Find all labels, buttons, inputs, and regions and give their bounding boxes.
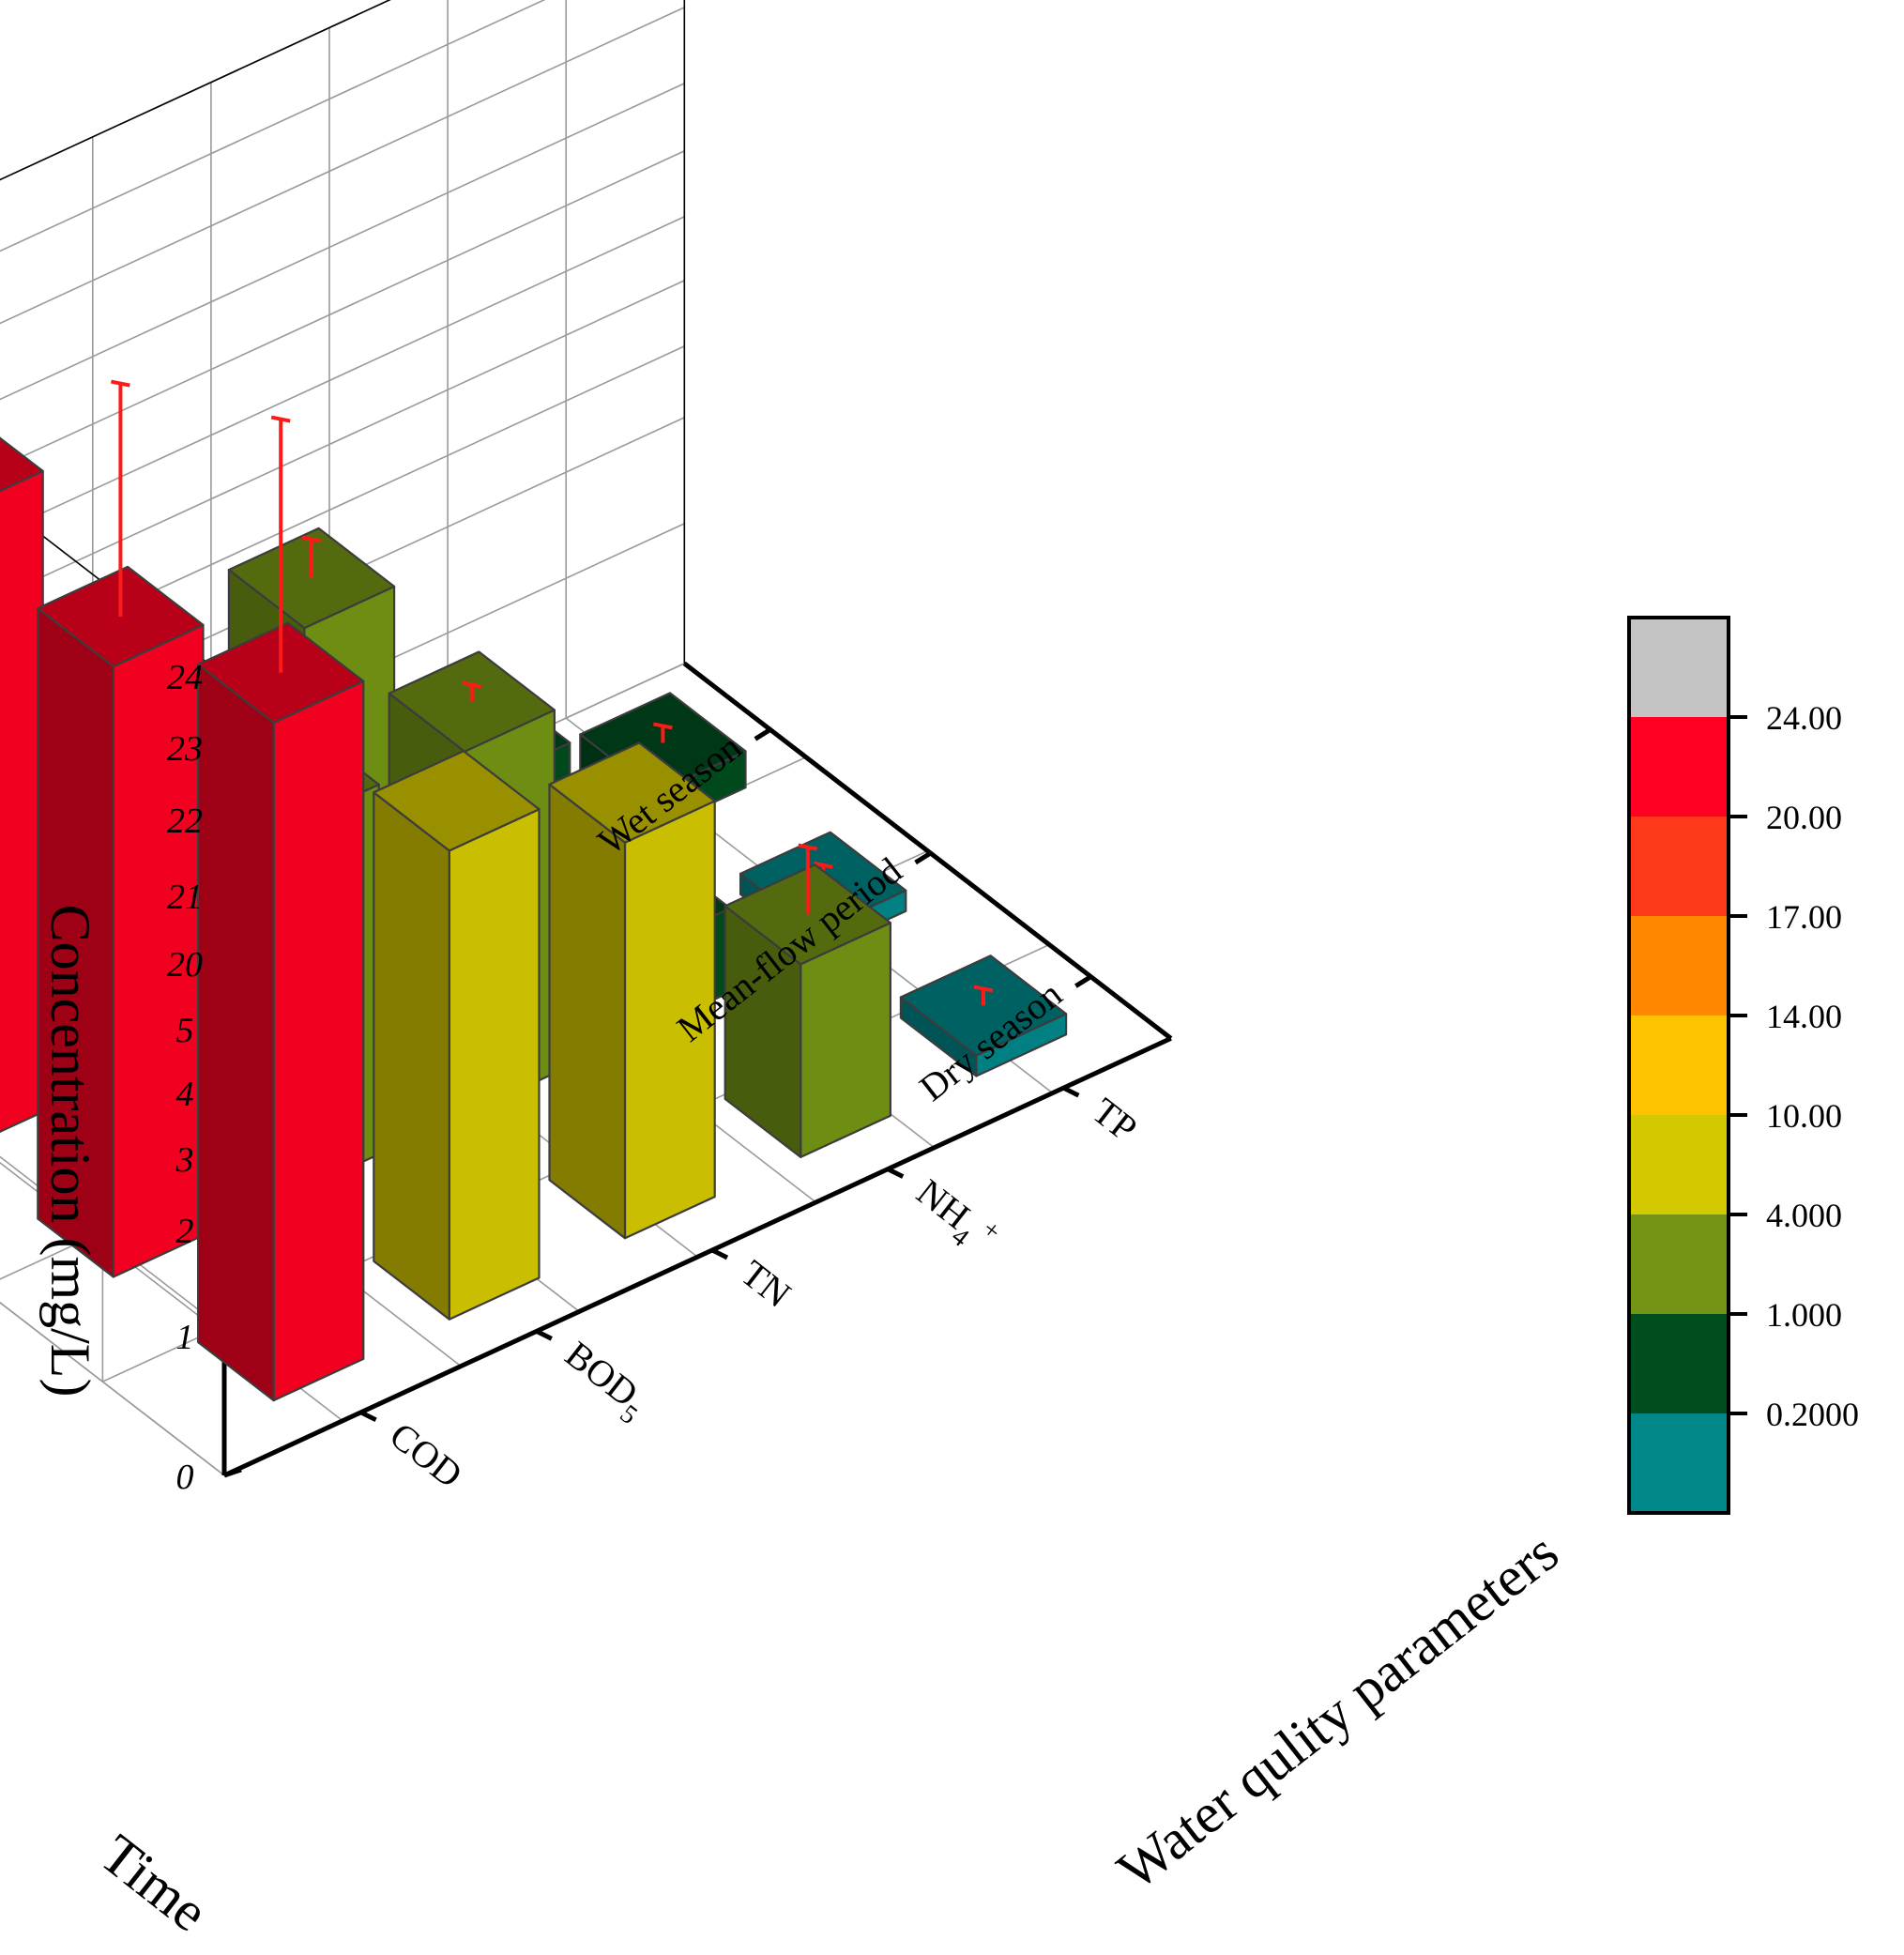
y-tick-label: 24 bbox=[167, 658, 203, 697]
error-bar-cap bbox=[301, 535, 322, 543]
bar-top-face bbox=[579, 692, 747, 794]
colorbar-frame bbox=[1627, 616, 1730, 1515]
error-bar-cap bbox=[813, 861, 833, 869]
colorbar-label: 4.000 bbox=[1766, 1197, 1842, 1234]
bar-front-face bbox=[272, 680, 365, 1402]
param-label-text: COD bbox=[382, 1413, 470, 1495]
param-tick-label: TN bbox=[733, 1252, 799, 1316]
colorbar-label: 14.00 bbox=[1766, 998, 1842, 1035]
y-tick-label: 4 bbox=[176, 1075, 194, 1114]
bar-top-face bbox=[548, 741, 716, 844]
error-bar-cap bbox=[798, 843, 818, 851]
time-tick bbox=[754, 727, 772, 741]
param-tick bbox=[710, 1247, 729, 1260]
bar-side-face bbox=[197, 663, 275, 1402]
bar-side-face bbox=[373, 791, 450, 1321]
colorbar-segment bbox=[1629, 1115, 1729, 1214]
time-tick bbox=[1074, 974, 1092, 988]
colorbar-segment bbox=[1629, 817, 1729, 916]
param-tick bbox=[1062, 1085, 1080, 1098]
param-tick-label: NH4 + bbox=[904, 1169, 1007, 1266]
param-label-text: TP bbox=[1085, 1090, 1145, 1150]
error-bar-cap bbox=[270, 415, 291, 423]
x-axis-title: Time bbox=[89, 1823, 220, 1944]
y-axis-title: Concentration (mg/L) bbox=[39, 905, 101, 1398]
param-tick-label: BOD5 bbox=[552, 1333, 656, 1430]
bar-top-face bbox=[0, 436, 44, 493]
param-label-text: TN bbox=[733, 1252, 799, 1316]
error-bar-cap bbox=[462, 680, 482, 689]
colorbar-segment bbox=[1629, 618, 1729, 717]
param-tick bbox=[887, 1167, 905, 1179]
y-tick bbox=[223, 1467, 242, 1478]
colorbar: 24.00 20.00 17.00 14.00 10.00 4.000 1.000 0.200… bbox=[1627, 616, 1859, 1515]
colorbar-segment bbox=[1629, 1214, 1729, 1314]
chart-bars bbox=[0, 379, 1068, 1402]
bar-cod-mean-flow-period bbox=[37, 379, 205, 1278]
bar-front-face bbox=[0, 469, 44, 1134]
colorbar-segment bbox=[1629, 916, 1729, 1016]
colorbar-segment bbox=[1629, 1413, 1729, 1513]
y-tick-label: 3 bbox=[175, 1140, 194, 1180]
param-label-superscript: + bbox=[971, 1211, 1006, 1246]
colorbar-label: 10.00 bbox=[1766, 1097, 1842, 1135]
colorbar-label: 24.00 bbox=[1766, 699, 1842, 737]
colorbar-label: 17.00 bbox=[1766, 898, 1842, 936]
bar-tp-dry-season bbox=[899, 955, 1068, 1077]
y-tick-label: 22 bbox=[167, 802, 203, 841]
y-tick-label: 0 bbox=[176, 1458, 194, 1497]
y-tick-label: 20 bbox=[167, 945, 203, 985]
bar-top-face bbox=[373, 750, 541, 852]
wall-frame bbox=[0, 0, 391, 677]
colorbar-segment bbox=[1629, 1016, 1729, 1115]
error-bar-cap bbox=[111, 379, 130, 388]
colorbar-label: 0.2000 bbox=[1766, 1396, 1859, 1433]
colorbar-label: 1.000 bbox=[1766, 1296, 1842, 1334]
error-bar-cap bbox=[653, 722, 673, 730]
param-tick bbox=[359, 1410, 377, 1423]
bar-bod5-dry-season bbox=[373, 750, 541, 1321]
colorbar-label: 20.00 bbox=[1766, 799, 1842, 836]
y-tick-label: 1 bbox=[176, 1318, 194, 1357]
y-tick-label: 23 bbox=[167, 729, 203, 769]
bar-cod-wet-season bbox=[0, 436, 44, 1134]
colorbar-segment bbox=[1629, 717, 1729, 817]
y-tick-label: 5 bbox=[176, 1011, 194, 1050]
colorbar-segment bbox=[1629, 1314, 1729, 1413]
y-tick-label: 2 bbox=[176, 1212, 194, 1251]
time-tick bbox=[914, 850, 932, 865]
z-axis-title: Water qulity parameters bbox=[1106, 1520, 1570, 1902]
z-axis-line bbox=[222, 1036, 1172, 1478]
bar-cod-dry-season bbox=[197, 415, 365, 1402]
param-tick-label: TP bbox=[1085, 1090, 1145, 1150]
bar-top-face bbox=[724, 863, 892, 966]
param-tick bbox=[535, 1329, 553, 1341]
y-tick-label: 21 bbox=[167, 878, 203, 917]
bar-tn-dry-season bbox=[548, 741, 716, 1240]
param-tick-label: COD bbox=[382, 1413, 470, 1495]
error-bar-cap bbox=[973, 985, 994, 993]
bar-nh4plus-dry-season bbox=[724, 843, 892, 1159]
bar-front-face bbox=[448, 808, 541, 1321]
